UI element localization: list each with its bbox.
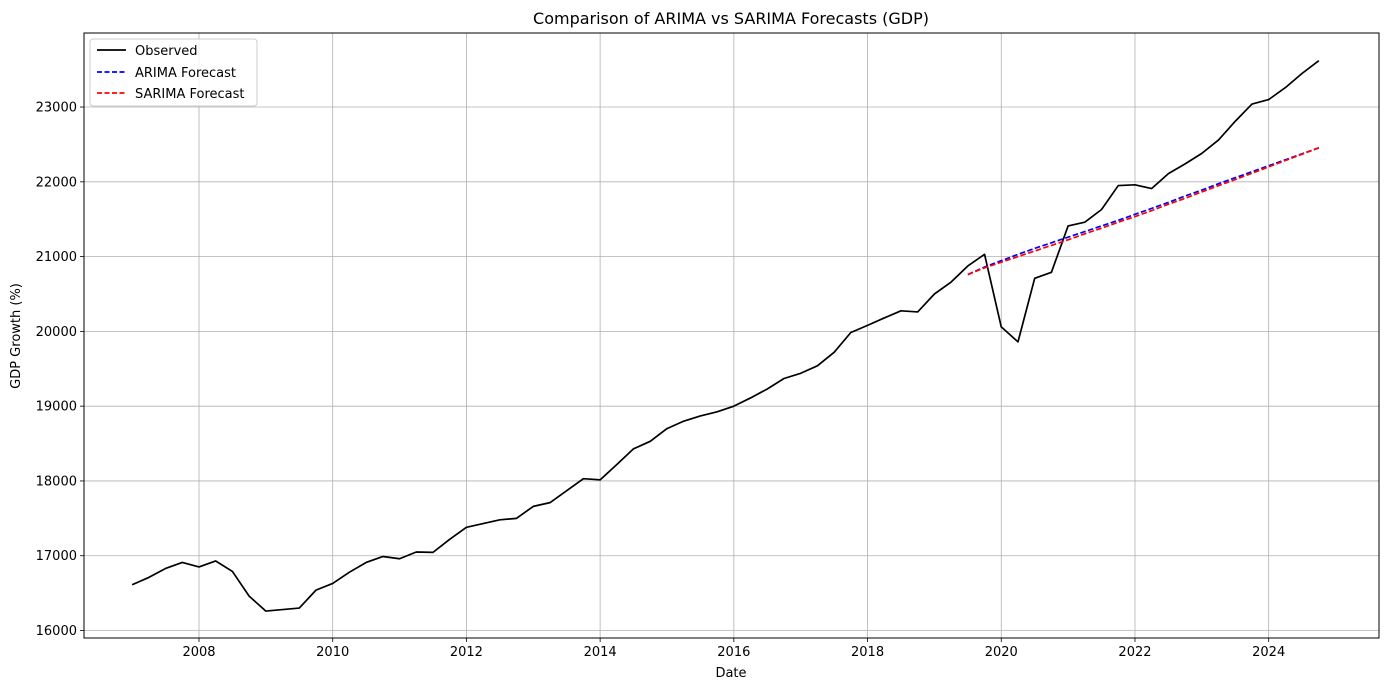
x-tick-label: 2014 xyxy=(584,645,617,660)
y-axis-label: GDP Growth (%) xyxy=(9,283,24,389)
legend: Observed ARIMA Forecast SARIMA Forecast xyxy=(89,38,258,107)
x-tick-label: 2020 xyxy=(985,645,1018,660)
series-line-observed xyxy=(131,59,1320,612)
y-tick-label: 19000 xyxy=(36,400,77,415)
legend-label-sarima: SARIMA Forecast xyxy=(135,87,245,102)
series-layer xyxy=(131,59,1320,612)
y-axis: 16000 17000 18000 19000 20000 21000 22000 23000 xyxy=(36,101,84,639)
y-tick-label: 23000 xyxy=(36,101,77,116)
x-tick-label: 2012 xyxy=(450,645,483,660)
x-tick-label: 2016 xyxy=(717,645,750,660)
legend-box xyxy=(89,38,258,107)
y-tick-label: 22000 xyxy=(36,175,77,190)
y-tick-label: 17000 xyxy=(36,549,77,564)
x-tick-label: 2024 xyxy=(1252,645,1285,660)
series-line-arima-forecast xyxy=(967,146,1320,276)
legend-label-observed: Observed xyxy=(135,44,198,59)
x-axis: 2008 2010 2012 2014 2016 2018 2020 2022 2024 xyxy=(182,638,1285,660)
legend-label-arima: ARIMA Forecast xyxy=(135,66,236,81)
y-tick-label: 20000 xyxy=(36,325,77,340)
x-tick-label: 2010 xyxy=(316,645,349,660)
y-tick-label: 21000 xyxy=(36,250,77,265)
series-line-sarima-forecast xyxy=(967,146,1320,276)
y-tick-label: 16000 xyxy=(36,624,77,639)
plot-frame xyxy=(83,32,1380,639)
x-axis-label: Date xyxy=(715,666,746,681)
grid xyxy=(84,33,1379,638)
x-tick-label: 2008 xyxy=(182,645,215,660)
x-tick-label: 2018 xyxy=(851,645,884,660)
x-tick-label: 2022 xyxy=(1118,645,1151,660)
y-tick-label: 18000 xyxy=(36,474,77,489)
chart-title: Comparison of ARIMA vs SARIMA Forecasts … xyxy=(533,9,929,28)
